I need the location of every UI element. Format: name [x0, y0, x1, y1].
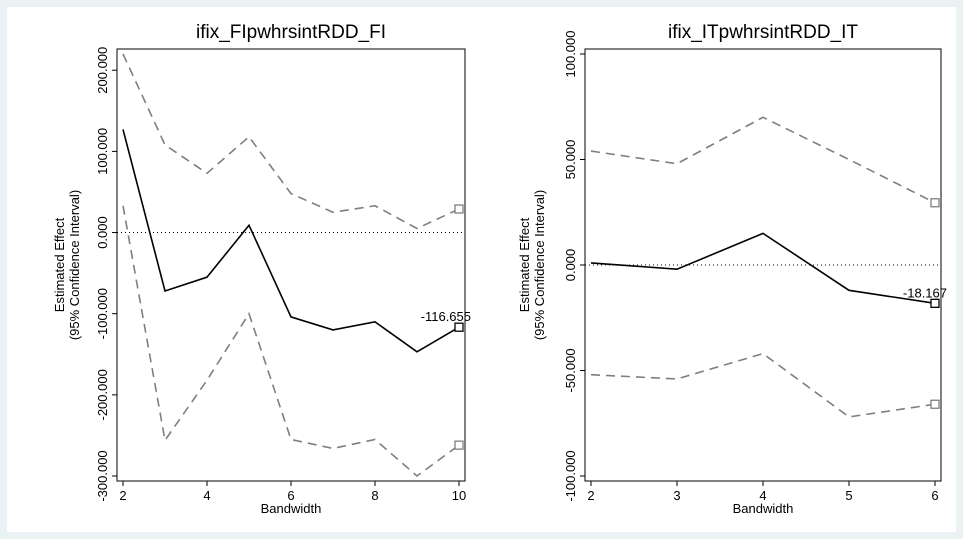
x-tick-label: 2 [119, 488, 126, 503]
chart-svg: ifix_FIpwhrsintRDD_FI -300.000 -200.000 -10… [52, 22, 947, 516]
chart-panel-1: ifix_FIpwhrsintRDD_FI -300.000 -200.000 -10… [52, 22, 471, 516]
y-tick-label: 200.000 [95, 47, 110, 94]
chart-title: ifix_ITpwhrsintRDD_IT [668, 22, 858, 43]
series-line-estimate [122, 129, 460, 353]
x-tick-label: 6 [287, 488, 294, 503]
y-tick-label: -100.000 [95, 288, 110, 339]
y-tick-label: -50.000 [563, 348, 578, 392]
x-tick-label: 2 [587, 488, 594, 503]
series-line-lower-ci [590, 352, 936, 418]
x-axis-label: Bandwidth [261, 501, 322, 516]
y-tick-label: 0.000 [563, 249, 578, 282]
y-axis-label: Estimated Effect [52, 217, 67, 312]
end-marker-lower-ci [454, 440, 464, 450]
chart-title: ifix_FIpwhrsintRDD_FI [196, 22, 386, 43]
plot-frame [584, 48, 942, 482]
y-axis-label-sub: (95% Confidence Interval) [532, 190, 547, 340]
chart-area: ifix_FIpwhrsintRDD_FI -300.000 -200.000 -10… [7, 7, 956, 532]
chart-panel-2: ifix_ITpwhrsintRDD_IT -100.000 -50.000 0.00… [517, 22, 947, 516]
end-marker-lower-ci [930, 399, 940, 409]
series-line-estimate [590, 232, 936, 305]
x-tick-label: 10 [452, 488, 466, 503]
y-tick-label: 50.000 [563, 140, 578, 180]
x-tick-label: 4 [203, 488, 210, 503]
end-marker-upper-ci [454, 204, 464, 214]
series-line-upper-ci [590, 116, 936, 204]
y-tick-label: 0.000 [95, 216, 110, 249]
estimate-end-label: -116.655 [421, 309, 471, 324]
x-tick-label: 3 [673, 488, 680, 503]
y-tick-label: -200.000 [95, 369, 110, 420]
y-tick-label: 100.000 [563, 31, 578, 78]
x-tick-label: 8 [371, 488, 378, 503]
series-line-upper-ci [122, 53, 460, 230]
end-marker-estimate [930, 298, 940, 308]
estimate-end-label: -18.167 [903, 285, 947, 300]
x-tick-label: 4 [759, 488, 766, 503]
x-tick-label: 6 [931, 488, 938, 503]
x-axis-label: Bandwidth [733, 501, 794, 516]
series-line-lower-ci [122, 205, 460, 478]
y-tick-label: -100.000 [563, 450, 578, 501]
end-marker-upper-ci [930, 198, 940, 208]
y-axis-label-sub: (95% Confidence Interval) [67, 190, 82, 340]
plot-frame [116, 48, 466, 482]
y-tick-label: 100.000 [95, 128, 110, 175]
end-marker-estimate [454, 322, 464, 332]
y-tick-label: -300.000 [95, 450, 110, 501]
y-axis-label: Estimated Effect [517, 217, 532, 312]
x-tick-label: 5 [845, 488, 852, 503]
